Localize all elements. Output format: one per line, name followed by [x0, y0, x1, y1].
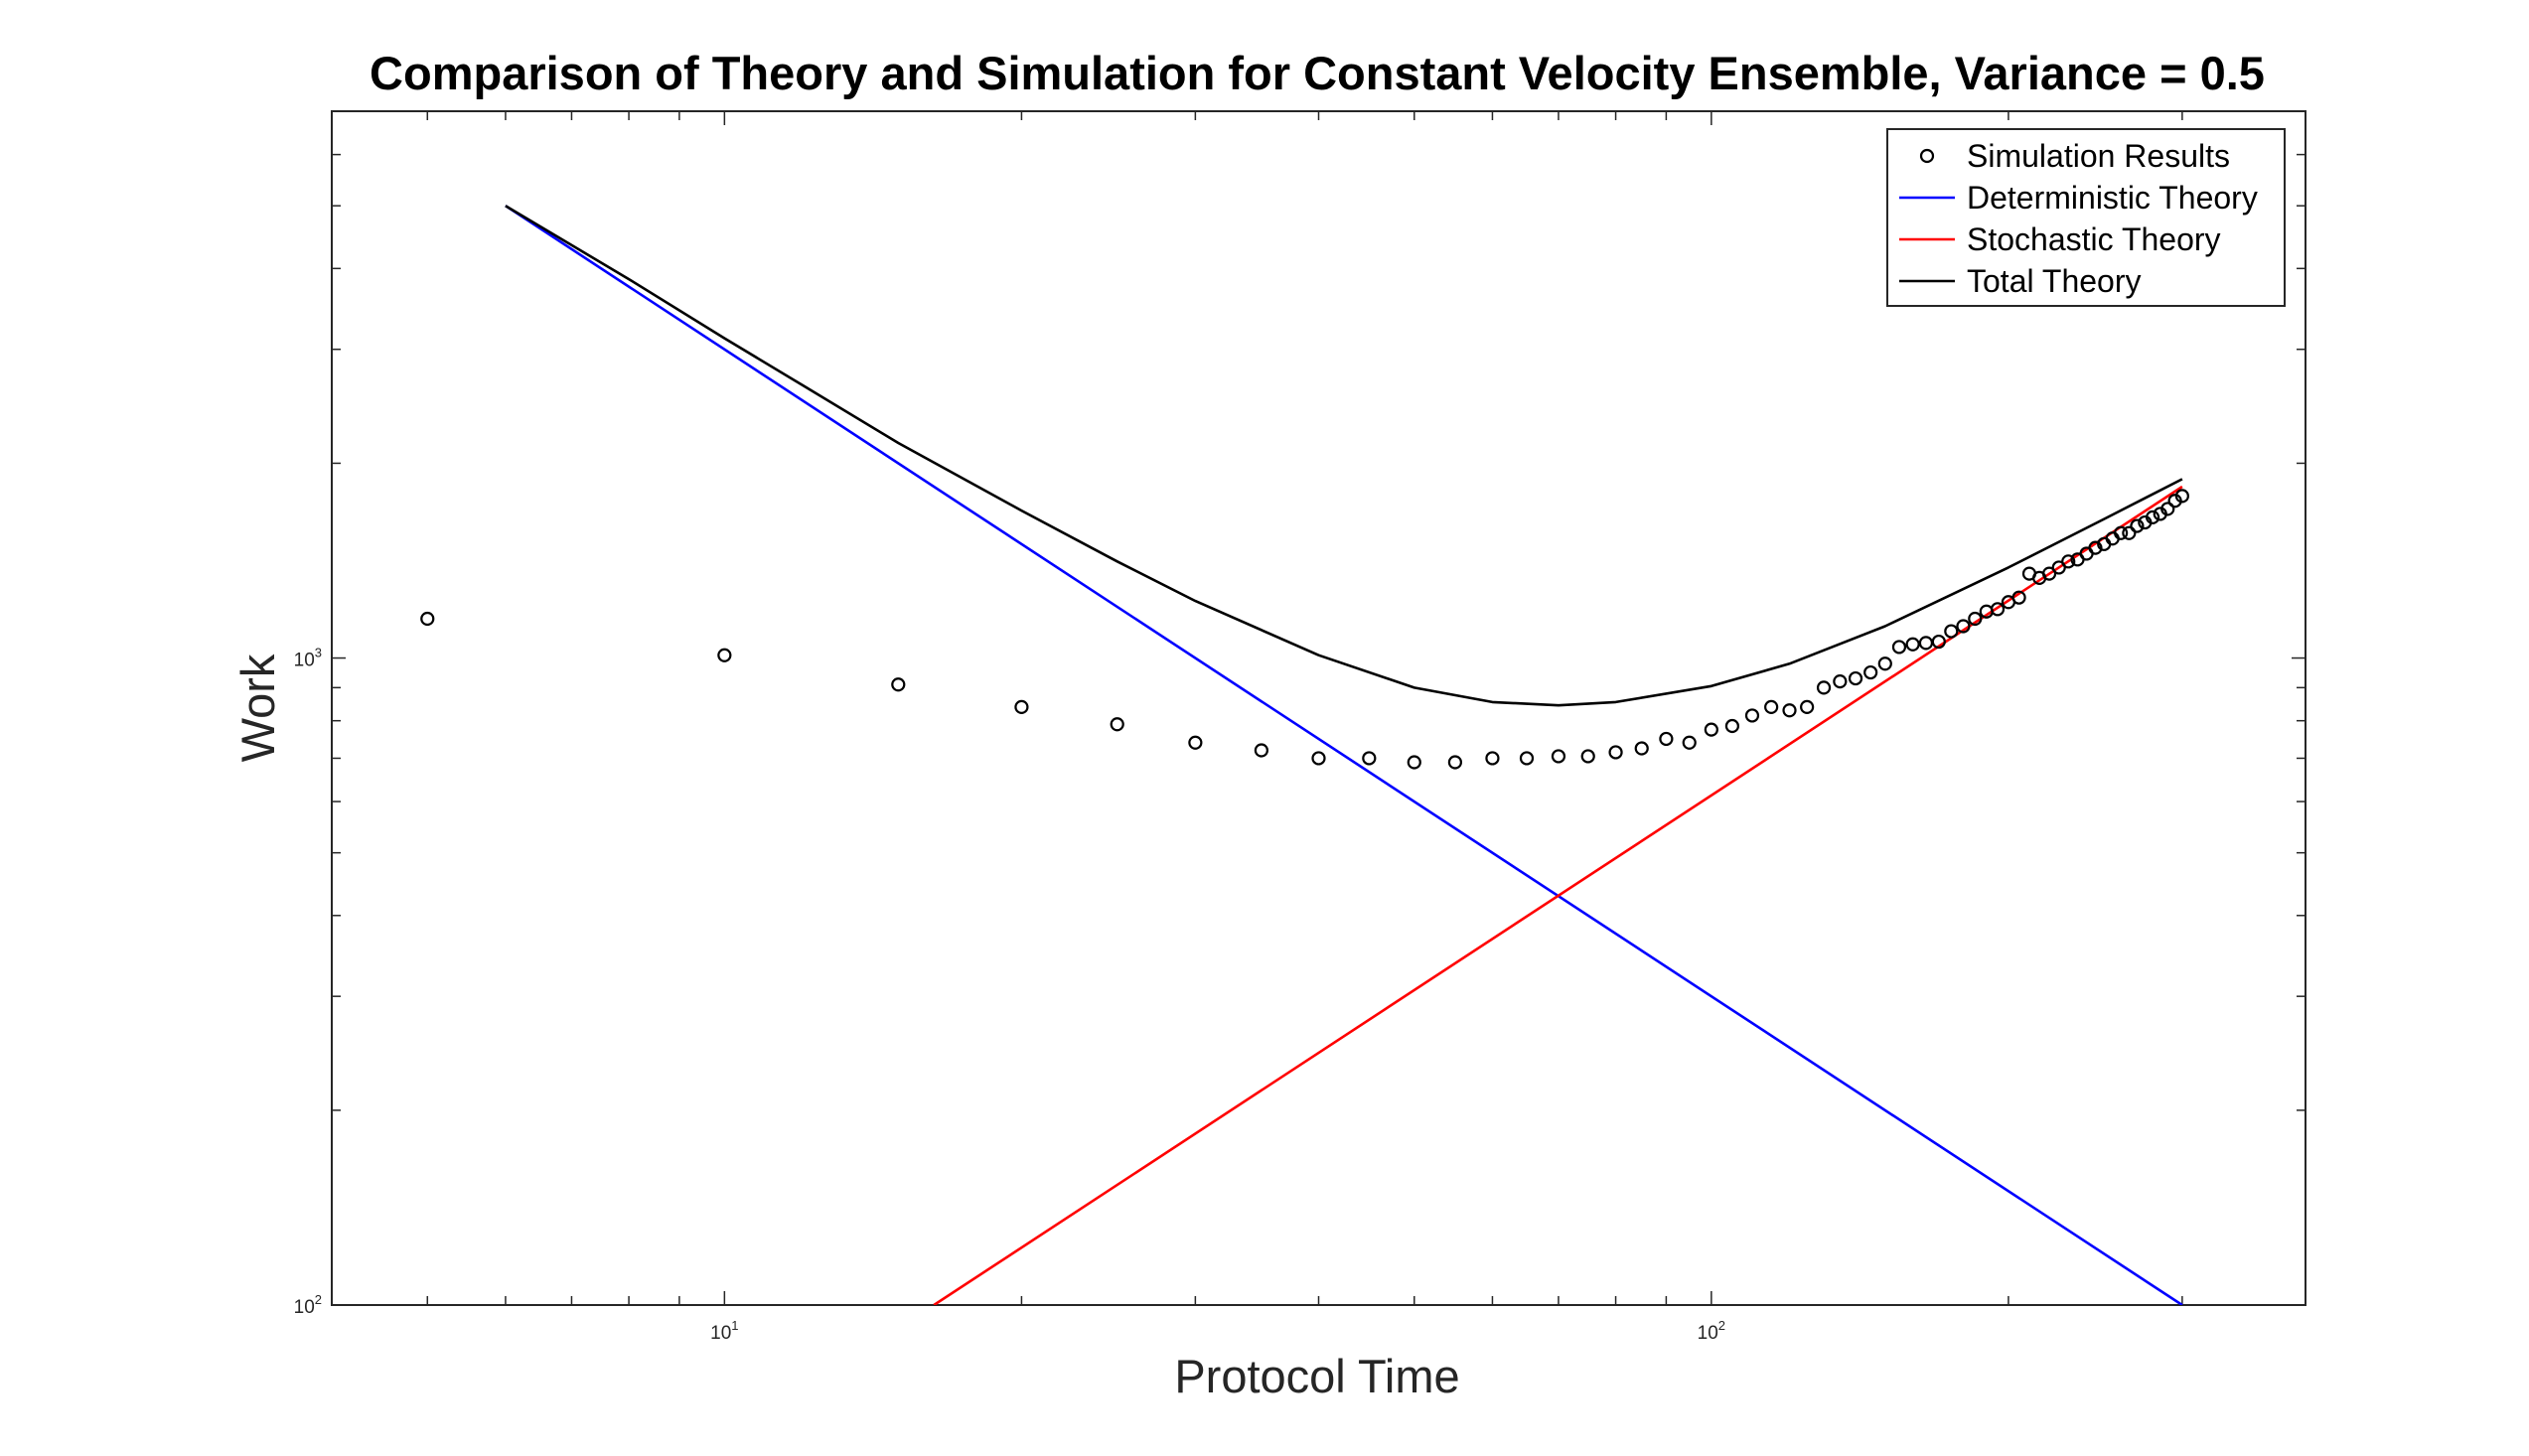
simulation-point	[1891, 640, 1907, 655]
simulation-point	[2114, 525, 2129, 540]
simulation-point	[1990, 602, 2006, 617]
simulation-point	[1724, 718, 1740, 734]
simulation-point	[1764, 699, 1779, 714]
legend-label-simulation-results: Simulation Results	[1967, 138, 2230, 174]
simulation-point	[1956, 619, 1971, 634]
simulation-point	[1833, 674, 1848, 689]
simulation-point	[1485, 751, 1500, 766]
legend: Simulation Results Deterministic Theory St…	[1886, 128, 2286, 307]
simulation-point	[1447, 755, 1463, 770]
simulation-point	[1188, 735, 1203, 750]
simulation-point	[1254, 743, 1268, 758]
simulation-point	[2160, 502, 2175, 516]
simulation-point	[1608, 745, 1623, 760]
minor-ticks	[331, 110, 2306, 1306]
y-axis-label: Work	[231, 654, 284, 762]
simulation-point	[1816, 680, 1832, 695]
simulation-point	[1014, 699, 1029, 714]
simulation-point	[1580, 749, 1595, 764]
tick-labels: 101 102 102 103	[294, 646, 1725, 1344]
simulation-point	[891, 677, 906, 692]
simulation-point	[1905, 637, 1920, 652]
simulation-point	[2061, 554, 2076, 569]
simulation-point	[2011, 590, 2026, 605]
y-tick-label: 102	[294, 1292, 322, 1318]
simulation-point	[1782, 703, 1797, 718]
simulation-point	[2088, 540, 2103, 555]
simulation-point	[1551, 749, 1566, 764]
legend-swatch-simulation-results	[1919, 148, 1935, 164]
simulation-point	[1848, 670, 1863, 686]
simulation-point	[1362, 751, 1377, 766]
x-tick-label: 101	[710, 1318, 738, 1344]
simulation-point	[1704, 722, 1718, 737]
stochastic-theory-line	[933, 485, 2183, 1305]
legend-label-deterministic-theory: Deterministic Theory	[1967, 180, 2258, 216]
simulation-point	[1800, 699, 1815, 714]
legend-box	[1886, 128, 2286, 307]
simulation-point	[1634, 741, 1649, 756]
simulation-point	[2174, 489, 2189, 504]
simulation-point	[1744, 708, 1760, 723]
chart-title: Comparison of Theory and Simulation for …	[370, 47, 2265, 99]
y-tick-label: 103	[294, 646, 322, 671]
simulation-point	[2146, 510, 2160, 524]
simulation-point	[1931, 634, 1946, 650]
simulation-point	[1682, 735, 1697, 750]
x-axis-label: Protocol Time	[1174, 1350, 1459, 1402]
legend-label-stochastic-theory: Stochastic Theory	[1967, 221, 2221, 257]
simulation-point	[2130, 518, 2145, 533]
simulation-point	[1877, 656, 1892, 671]
simulation-point	[1519, 751, 1535, 766]
simulation-point	[2041, 566, 2057, 581]
simulation-point	[1863, 664, 1878, 680]
simulation-point	[1659, 731, 1674, 747]
simulation-point	[1944, 624, 1959, 639]
simulation-point	[1968, 611, 1983, 627]
simulation-point	[1407, 755, 1421, 770]
simulation-point	[717, 648, 732, 662]
x-tick-label: 102	[1698, 1318, 1725, 1344]
legend-label-total-theory: Total Theory	[1967, 263, 2142, 299]
deterministic-theory-line	[505, 205, 2183, 1305]
simulation-point	[2122, 525, 2137, 540]
simulation-point	[1311, 751, 1326, 766]
theory-lines	[505, 205, 2183, 1305]
total-theory-line	[505, 205, 2183, 707]
simulation-point	[1110, 717, 1124, 732]
simulation-point	[420, 611, 435, 627]
simulation-markers	[420, 489, 2189, 770]
